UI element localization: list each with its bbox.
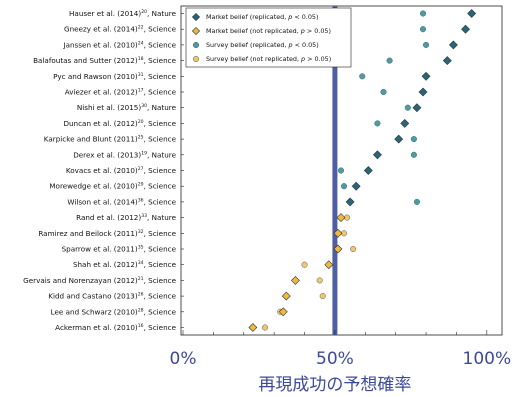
study-label: Nishi et al. (2015)30, Nature — [77, 103, 177, 112]
market-point-replicated — [351, 181, 361, 191]
study-label: Hauser et al. (2014)20, Nature — [69, 9, 177, 18]
legend-marker-circle — [192, 41, 200, 49]
survey-point-replicated — [374, 120, 381, 127]
study-label: Lee and Schwarz (2010)28, Science — [51, 307, 177, 316]
study-label: Derex et al. (2013)19, Nature — [73, 150, 176, 159]
study-label: Karpicke and Blunt (2011)25, Science — [44, 135, 177, 144]
legend-entry: Survey belief (not replicated, p > 0.05) — [206, 55, 331, 63]
legend-entry: Market belief (not replicated, p > 0.05) — [206, 27, 331, 35]
market-point-replicated — [400, 118, 410, 128]
survey-point-replicated — [410, 151, 417, 158]
market-point-not-replicated — [336, 213, 346, 223]
market-point-replicated — [394, 134, 404, 144]
market-point-not-replicated — [278, 307, 288, 317]
legend-marker-diamond — [191, 26, 201, 36]
market-point-not-replicated — [290, 275, 300, 285]
legend-marker-diamond — [191, 12, 201, 22]
study-label: Wilson et al. (2014)36, Science — [67, 197, 176, 206]
x-tick-label: 100% — [463, 349, 512, 369]
survey-point-replicated — [419, 10, 427, 17]
x-axis-title: 再現成功の予想確率 — [258, 375, 411, 395]
market-point-replicated — [373, 150, 382, 160]
survey-point-replicated — [404, 104, 411, 111]
x-axis: 0% 50% 100% 再現成功の予想確率 — [170, 330, 512, 395]
survey-point-not-replicated — [261, 324, 269, 331]
study-label: Janssen et al. (2010)24, Science — [62, 40, 176, 49]
study-label: Gneezy et al. (2014)22, Science — [64, 25, 177, 34]
study-label: Kidd and Castano (2013)26, Science — [48, 292, 176, 301]
study-label: Pyc and Rawson (2010)31, Science — [53, 72, 177, 81]
market-point-not-replicated — [248, 323, 258, 332]
market-point-replicated — [421, 71, 431, 81]
study-labels: Hauser et al. (2014)20, Nature Gneezy et … — [23, 9, 176, 332]
market-point-replicated — [418, 87, 428, 97]
survey-point-replicated — [386, 57, 393, 64]
legend-entry: Survey belief (replicated, p < 0.05) — [206, 41, 319, 49]
study-label: Ackerman et al. (2010)16, Science — [55, 323, 176, 332]
reference-line — [332, 6, 338, 335]
legend: Market belief (replicated, p < 0.05) Mark… — [185, 7, 352, 68]
study-label: Aviezer et al. (2012)17, Science — [65, 88, 177, 97]
market-point-replicated — [448, 40, 458, 50]
survey-point-replicated — [337, 167, 345, 174]
study-label: Shah et al. (2012)34, Science — [73, 260, 177, 269]
market-point-replicated — [467, 9, 477, 18]
x-tick-label: 50% — [316, 349, 354, 369]
study-label: Morewedge et al. (2010)29, Science — [49, 182, 176, 191]
x-tick-label: 0% — [170, 349, 197, 369]
survey-point-replicated — [422, 41, 430, 48]
survey-point-not-replicated — [350, 245, 357, 253]
survey-point-replicated — [410, 136, 417, 143]
study-label: Rand et al. (2012)33, Nature — [76, 213, 176, 222]
survey-point-not-replicated — [316, 277, 323, 284]
survey-point-replicated — [380, 88, 387, 96]
survey-point-not-replicated — [301, 261, 308, 268]
survey-point-replicated — [419, 26, 427, 33]
survey-point-replicated — [359, 73, 366, 80]
market-point-not-replicated — [324, 260, 334, 270]
legend-entry: Market belief (replicated, p < 0.05) — [206, 13, 318, 21]
market-point-not-replicated — [333, 244, 343, 254]
legend-box — [185, 7, 352, 68]
market-point-replicated — [345, 197, 355, 207]
market-point-replicated — [412, 103, 422, 113]
study-label: Gervais and Norenzayan (2012)21, Science — [23, 276, 176, 285]
market-point-not-replicated — [333, 228, 343, 238]
survey-point-replicated — [413, 198, 420, 205]
market-point-replicated — [363, 166, 373, 175]
study-label: Sparrow et al. (2011)35, Science — [62, 245, 177, 254]
study-label: Kovacs et al. (2010)27, Science — [66, 166, 177, 175]
study-label: Ramirez and Beilock (2011)32, Science — [38, 229, 176, 238]
legend-marker-circle — [192, 55, 200, 63]
market-point-replicated — [442, 56, 452, 66]
study-label: Duncan et al. (2012)20, Science — [63, 119, 176, 128]
survey-point-replicated — [340, 183, 348, 190]
plot-frame — [180, 5, 503, 336]
study-label: Balafoutas and Sutter (2012)18, Science — [33, 56, 176, 65]
survey-point-not-replicated — [319, 293, 326, 300]
market-point-replicated — [461, 24, 470, 34]
market-point-not-replicated — [281, 291, 291, 301]
data-points — [248, 9, 477, 332]
